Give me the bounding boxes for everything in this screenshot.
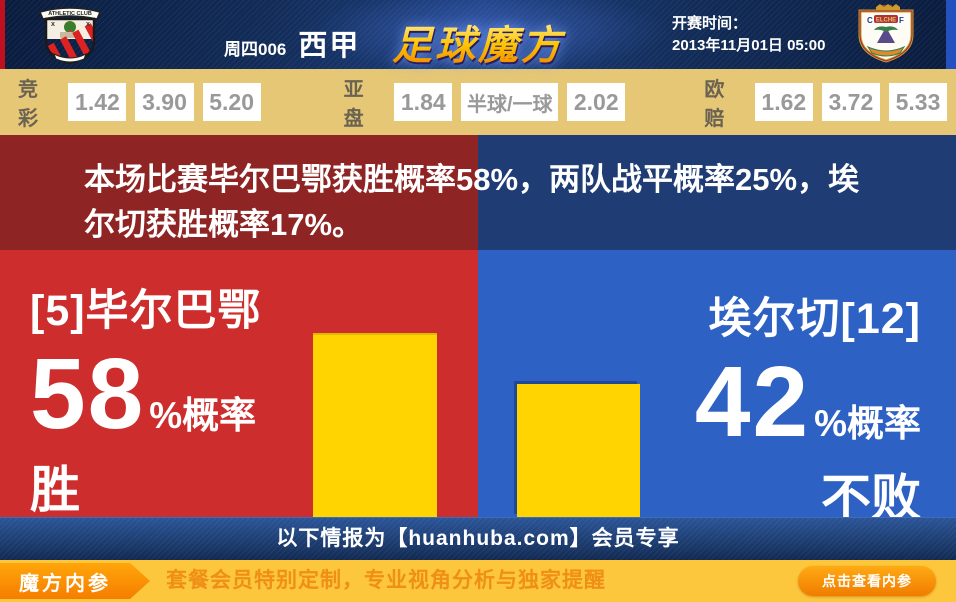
away-percent-suffix: %概率: [814, 403, 921, 444]
home-team-badge-icon: ATHLETIC CLUB x x: [38, 7, 102, 65]
svg-text:C: C: [867, 16, 873, 25]
home-percent-suffix: %概率: [149, 395, 257, 436]
odds-value-home-win: 1.42: [68, 83, 127, 121]
prediction-summary: 本场比赛毕尔巴鄂获胜概率58%，两队战平概率25%，埃尔切获胜概率17%。: [0, 135, 956, 250]
site-logo: 足球魔方: [0, 13, 956, 71]
svg-text:ATHLETIC CLUB: ATHLETIC CLUB: [48, 11, 92, 17]
odds-value-away-win: 5.20: [202, 83, 261, 121]
odds-group-asian-handicap: 亚盘 1.84 半球/一球 2.02: [344, 73, 635, 131]
odds-value-draw: 3.90: [135, 83, 194, 121]
odds-label-oupei: 欧赔: [704, 79, 727, 130]
handicap-home-odds: 1.84: [394, 83, 453, 121]
kickoff-label: 开赛时间：: [672, 15, 748, 32]
summary-bg-home: [0, 135, 478, 250]
match-info: 周四006 西甲: [224, 22, 360, 64]
member-exclusive-bar: 以下情报为【huanhuba.com】会员专享: [0, 517, 956, 560]
odds-bar: 竞彩 1.42 3.90 5.20 亚盘 1.84 半球/一球 2.02 欧赔 …: [0, 69, 956, 135]
odds-label-yapan: 亚盘: [343, 79, 366, 130]
away-outcome: 不败: [821, 470, 921, 517]
right-blue-stripe: [946, 0, 956, 69]
probability-panels: [5]毕尔巴鄂 58 %概率 胜 埃尔切[12] 42 %概率 不败: [0, 250, 956, 517]
euro-draw-odds: 3.72: [821, 83, 880, 121]
odds-label-jingcai: 竞彩: [18, 79, 40, 130]
league-name: 西甲: [298, 22, 360, 64]
inside-info-badge: 魔方内参: [0, 563, 150, 599]
member-exclusive-text: 以下情报为【huanhuba.com】会员专享: [276, 527, 680, 550]
summary-bg-away: [478, 135, 956, 250]
home-panel: [5]毕尔巴鄂 58 %概率 胜: [0, 250, 478, 517]
handicap-line: 半球/一球: [461, 83, 559, 121]
header: ATHLETIC CLUB x x 周四006: [0, 0, 956, 69]
home-percent-row: 58 %概率: [30, 338, 478, 450]
handicap-away-odds: 2.02: [567, 83, 626, 121]
kickoff-time: 2013年11月01日 05:00: [672, 37, 826, 54]
svg-text:ELCHE: ELCHE: [876, 18, 896, 24]
svg-text:x: x: [51, 21, 55, 28]
away-panel: 埃尔切[12] 42 %概率 不败: [478, 250, 956, 517]
svg-text:F: F: [899, 16, 904, 25]
view-inside-info-button[interactable]: 点击查看内参: [798, 566, 936, 596]
euro-home-odds: 1.62: [754, 83, 813, 121]
odds-group-jingcai: 竞彩 1.42 3.90 5.20: [18, 73, 270, 131]
away-probability-bar: [517, 384, 640, 517]
left-red-stripe: [0, 0, 5, 69]
bottom-promo-bar: 魔方内参 套餐会员特别定制，专业视角分析与独家提醒 点击查看内参: [0, 560, 956, 602]
home-outcome: 胜: [30, 462, 80, 517]
summary-text: 本场比赛毕尔巴鄂获胜概率58%，两队战平概率25%，埃尔切获胜概率17%。: [84, 162, 860, 242]
away-team-name: 埃尔切[12]: [708, 295, 921, 343]
kickoff-info: 开赛时间： 2013年11月01日 05:00: [672, 13, 825, 57]
home-team-name: [5]毕尔巴鄂: [30, 287, 262, 335]
away-percent-row: 42 %概率: [478, 346, 921, 458]
home-percent-value: 58: [30, 338, 146, 450]
away-team-badge-icon: C F ELCHE: [858, 4, 914, 63]
home-probability-bar: [313, 333, 437, 517]
promo-text: 套餐会员特别定制，专业视角分析与独家提醒: [166, 569, 606, 592]
away-percent-value: 42: [694, 346, 811, 458]
match-number: 周四006: [224, 35, 286, 60]
svg-text:x: x: [86, 21, 90, 28]
euro-away-odds: 5.33: [888, 83, 948, 121]
odds-group-european: 欧赔 1.62 3.72 5.33: [704, 73, 956, 131]
